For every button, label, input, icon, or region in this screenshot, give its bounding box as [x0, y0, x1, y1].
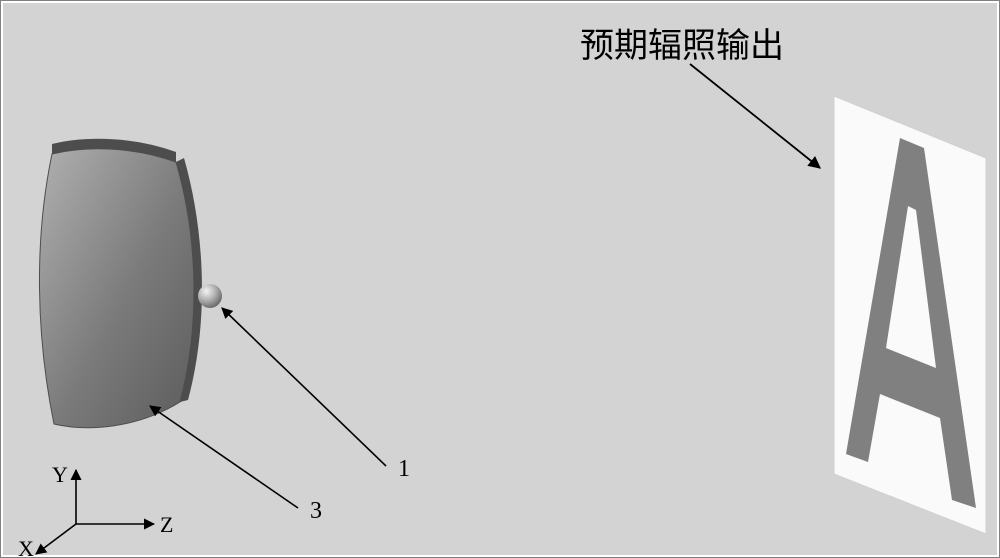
callout-3-label: 3 — [310, 498, 322, 525]
axis-y-label: Y — [52, 462, 68, 488]
axis-x-label: X — [18, 536, 34, 558]
light-source-sphere — [198, 284, 222, 308]
reflector-surface — [39, 149, 194, 428]
title-label: 预期辐照输出 — [580, 18, 784, 67]
axis-z-label: Z — [160, 512, 173, 538]
callout-1-label: 1 — [398, 456, 410, 483]
